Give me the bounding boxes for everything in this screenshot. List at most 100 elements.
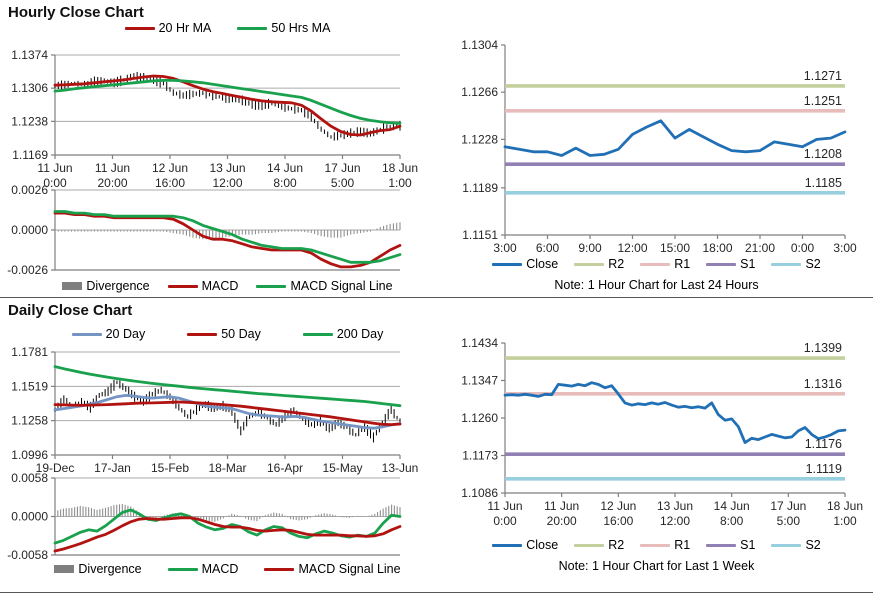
svg-text:1.1251: 1.1251: [804, 94, 842, 108]
legend-swatch: [706, 262, 737, 266]
daily-section-title: Daily Close Chart: [8, 302, 133, 319]
legend-swatch: [574, 543, 605, 547]
legend-label: Close: [526, 257, 559, 271]
svg-text:0:00: 0:00: [791, 241, 815, 255]
bottom-divider: [0, 592, 873, 593]
hourly-macd-chart: 0.0026 0.0000 -0.0026: [7, 183, 402, 277]
weekly-pivot-legend: Close R2 R1 S1 S2: [440, 538, 873, 552]
svg-text:0.0000: 0.0000: [11, 223, 48, 237]
svg-text:3:00: 3:00: [833, 241, 857, 255]
svg-text:1.1169: 1.1169: [12, 148, 48, 162]
legend-label: MACD: [201, 562, 239, 576]
legend-swatch: [71, 332, 102, 336]
legend-item-200-day: 200 Day: [302, 327, 383, 341]
legend-swatch: [771, 262, 802, 266]
legend-label: 50 Day: [221, 327, 261, 341]
legend-label: S2: [805, 538, 821, 552]
svg-text:1.0996: 1.0996: [11, 448, 48, 462]
svg-text:1.1519: 1.1519: [11, 379, 48, 393]
section-divider: [0, 297, 873, 298]
svg-text:1.1266: 1.1266: [461, 85, 498, 99]
legend-swatch: [706, 543, 737, 547]
legend-label: Close: [526, 538, 559, 552]
daily-close-legend: 20 Day 50 Day 200 Day: [55, 327, 400, 341]
svg-text:13-Jun: 13-Jun: [382, 461, 419, 475]
svg-text:1.1189: 1.1189: [462, 181, 498, 195]
legend-item-50-day: 50 Day: [187, 327, 261, 341]
svg-text:15-May: 15-May: [322, 461, 362, 475]
svg-text:9:00: 9:00: [578, 241, 602, 255]
svg-text:-0.0026: -0.0026: [7, 263, 48, 277]
svg-text:1.1306: 1.1306: [11, 81, 48, 95]
legend-label: R1: [674, 538, 691, 552]
svg-text:1.1185: 1.1185: [805, 176, 842, 190]
legend-swatch: [256, 284, 287, 288]
legend-swatch: [187, 332, 218, 336]
hourly-macd-legend: Divergence MACD MACD Signal Line: [55, 279, 400, 293]
legend-item-20-day: 20 Day: [71, 327, 145, 341]
weekly-pivot-note: Note: 1 Hour Chart for Last 1 Week: [558, 559, 755, 573]
legend-swatch: [492, 262, 523, 266]
legend-item-20-hr-ma: 20 Hr MA: [124, 21, 212, 35]
svg-text:15-Feb: 15-Feb: [151, 461, 189, 475]
legend-item-50-hrs-ma: 50 Hrs MA: [237, 21, 330, 35]
hourly-pivot-note: Note: 1 Hour Chart for Last 24 Hours: [554, 278, 759, 292]
svg-text:1.1258: 1.1258: [11, 414, 48, 428]
svg-text:19-Dec: 19-Dec: [36, 461, 75, 475]
svg-text:0.0026: 0.0026: [11, 183, 48, 197]
svg-text:1.1347: 1.1347: [461, 374, 498, 388]
svg-text:16-Apr: 16-Apr: [267, 461, 303, 475]
svg-text:-0.0058: -0.0058: [7, 548, 48, 562]
svg-text:15:00: 15:00: [660, 241, 690, 255]
svg-text:1.1260: 1.1260: [461, 411, 498, 425]
legend-swatch: [237, 26, 268, 30]
legend-item-r2: R2: [574, 538, 624, 552]
svg-text:0.0058: 0.0058: [11, 471, 48, 485]
legend-swatch: [167, 567, 198, 571]
legend-swatch: [640, 543, 671, 547]
legend-swatch: [54, 565, 75, 573]
svg-text:18-Mar: 18-Mar: [208, 461, 246, 475]
svg-text:1.1119: 1.1119: [806, 462, 842, 476]
svg-text:12:00: 12:00: [617, 241, 647, 255]
legend-item-r1: R1: [640, 257, 690, 271]
legend-label: 20 Hr MA: [158, 21, 212, 35]
hourly-pivot-legend: Close R2 R1 S1 S2: [440, 257, 873, 271]
svg-text:1.1173: 1.1173: [462, 449, 498, 463]
legend-item-s2: S2: [771, 257, 821, 271]
svg-text:1.1151: 1.1151: [462, 228, 498, 242]
svg-text:1.1086: 1.1086: [461, 486, 498, 500]
legend-label: S1: [740, 257, 756, 271]
svg-text:6:00: 6:00: [536, 241, 560, 255]
legend-swatch: [574, 262, 605, 266]
legend-item-s1: S1: [706, 538, 755, 552]
legend-item-s2: S2: [771, 538, 821, 552]
svg-text:1.1176: 1.1176: [805, 437, 842, 451]
hourly-section-title: Hourly Close Chart: [8, 4, 144, 21]
legend-swatch: [124, 26, 155, 30]
legend-swatch: [640, 262, 671, 266]
legend-label: 50 Hrs MA: [271, 21, 331, 35]
legend-item-close: Close: [492, 257, 558, 271]
svg-text:17-Jan: 17-Jan: [94, 461, 131, 475]
legend-label: Divergence: [86, 279, 150, 293]
legend-label: S2: [805, 257, 821, 271]
svg-text:1.1271: 1.1271: [804, 69, 842, 83]
svg-text:1.1316: 1.1316: [804, 377, 842, 391]
legend-swatch: [264, 567, 295, 571]
